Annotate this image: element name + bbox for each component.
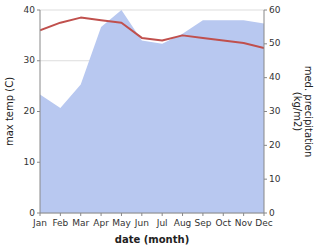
x-tick [162,213,163,216]
y-tick [37,60,40,61]
x-tick [182,213,183,216]
y2-tick-label: 10 [269,174,281,184]
x-tick [223,213,224,216]
y2-axis-label: med. precipitation(kg/m2) [292,66,315,158]
y2-tick [264,43,267,44]
temperature-line [40,18,264,48]
x-tick-label: Mar [72,218,89,228]
x-tick-label: Jan [32,218,47,228]
x-tick [202,213,203,216]
x-tick [101,213,102,216]
chart-container: 0 10 20 30 40 0 10 20 30 40 50 60 Jan Feb Mar AprMayJun… [0,0,318,247]
y-tick-label: 10 [24,157,36,167]
y2-tick-label: 30 [269,106,281,116]
x-tick [80,213,81,216]
y-axis-label: max temp (C) [4,77,15,146]
x-tick-label: May [112,218,131,228]
x-tick-label: Apr [93,218,109,228]
x-axis-label: date (month) [115,234,189,245]
x-tick-label: Oct [215,218,231,228]
x-axis-line [40,213,264,214]
x-tick [264,213,265,216]
x-tick [121,213,122,216]
y2-tick [264,10,267,11]
y-tick-label: 30 [24,55,36,65]
x-tick [40,213,41,216]
y-tick [37,10,40,11]
grid-line [40,10,264,11]
x-tick-label: Jul [156,218,168,228]
y2-tick-label: 0 [269,208,275,218]
grid [40,10,264,213]
precipitation-area [40,10,264,213]
y2-tick [264,111,267,112]
x-tick [243,213,244,216]
x-tick-label: Aug [174,218,192,228]
x-tick-label: Sep [194,218,211,228]
x-tick-label: Feb [52,218,68,228]
y-tick [37,111,40,112]
y-tick-label: 40 [24,5,36,15]
y2-tick-label: 60 [269,5,281,15]
y2-tick [264,179,267,180]
y-tick-label: 20 [24,106,36,116]
plot-data [40,10,264,213]
x-tick-label: Jun [134,218,149,228]
y-tick [37,162,40,163]
x-tick-label: Nov [235,218,253,228]
y2-axis-label-line: (kg/m2) [292,92,303,132]
axes: 0 10 20 30 40 0 10 20 30 40 50 60 Jan Feb Mar AprMayJun… [24,5,281,229]
y-tick-label: 0 [29,208,35,218]
y2-tick [264,77,267,78]
y2-axis-label-line: med. precipitation [303,66,314,158]
x-tick [60,213,61,216]
y2-tick-label: 40 [269,72,281,82]
y2-tick-label: 50 [269,38,281,48]
grid-line [40,213,264,214]
chart-svg: 0 10 20 30 40 0 10 20 30 40 50 60 Jan Feb Mar AprMayJun… [0,0,318,247]
y2-tick [264,145,267,146]
x-tick [141,213,142,216]
x-tick-label: Dec [255,218,272,228]
y2-tick-label: 20 [269,140,281,150]
